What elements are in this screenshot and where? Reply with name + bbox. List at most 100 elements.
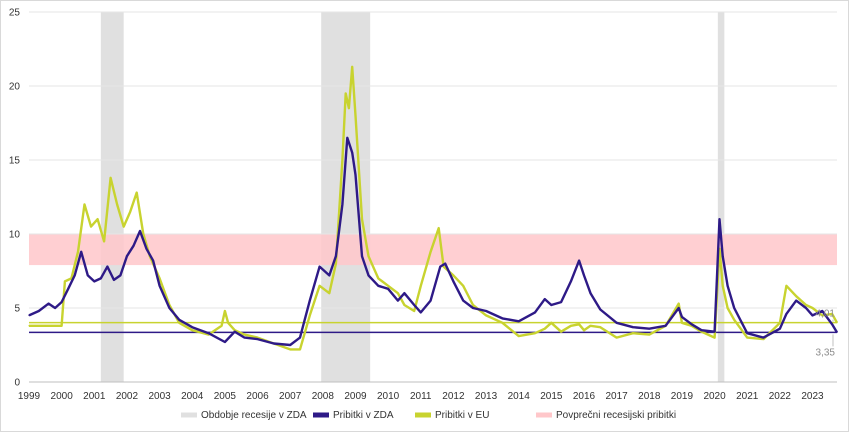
data-point <box>178 319 180 321</box>
data-point <box>61 325 63 327</box>
data-point <box>129 211 131 213</box>
data-point <box>47 302 50 305</box>
data-point <box>361 255 363 257</box>
data-point <box>700 329 703 331</box>
data-point <box>836 331 838 334</box>
data-point <box>221 325 223 327</box>
recession-period-1 <box>100 12 124 382</box>
data-point <box>142 233 144 235</box>
data-point <box>438 227 440 229</box>
data-point <box>599 308 601 311</box>
data-point <box>472 304 474 306</box>
data-point <box>224 310 226 312</box>
data-point <box>367 274 370 277</box>
data-point <box>224 341 226 343</box>
data-point <box>397 292 399 294</box>
data-point <box>811 307 814 309</box>
data-point <box>599 326 601 328</box>
data-point <box>80 251 82 253</box>
y-tick-label: 20 <box>9 82 21 93</box>
data-point <box>387 288 389 290</box>
data-point <box>544 298 546 300</box>
data-point <box>811 314 814 316</box>
data-point <box>354 115 357 117</box>
data-point <box>578 260 580 262</box>
data-point <box>110 177 112 179</box>
data-point <box>289 348 291 351</box>
x-tick-label: 2020 <box>703 391 726 402</box>
data-point <box>550 304 552 306</box>
data-point <box>583 274 585 277</box>
data-point <box>589 325 592 327</box>
data-point <box>821 310 823 312</box>
data-point <box>733 319 735 321</box>
x-tick-label: 2023 <box>801 391 824 402</box>
data-point <box>560 331 562 333</box>
data-point <box>113 279 115 281</box>
data-point <box>90 226 92 228</box>
data-point <box>821 314 823 316</box>
gridlines <box>29 11 837 309</box>
data-point <box>178 322 180 324</box>
x-tick-label: 2012 <box>442 391 465 402</box>
data-point <box>550 322 552 324</box>
data-point <box>28 314 30 316</box>
x-tick-label: 2000 <box>51 391 74 402</box>
data-point <box>70 277 73 279</box>
x-tick-label: 2007 <box>279 391 302 402</box>
data-point <box>443 265 445 268</box>
x-tick-label: 2018 <box>638 391 661 402</box>
data-point <box>501 317 503 319</box>
legend-swatch <box>415 412 431 418</box>
x-tick-label: 2015 <box>540 391 563 402</box>
data-point <box>713 331 716 333</box>
legend-label: Pribitki v EU <box>435 410 489 421</box>
data-point <box>328 292 330 294</box>
data-point <box>420 311 422 314</box>
data-point <box>158 285 161 287</box>
data-point <box>38 310 40 312</box>
data-point <box>485 314 487 316</box>
data-point <box>44 325 46 327</box>
legend-label: Pribitki v ZDA <box>333 410 394 421</box>
x-tick-label: 2008 <box>312 391 335 402</box>
x-tick-label: 2017 <box>606 391 629 402</box>
data-point <box>136 191 138 194</box>
data-point <box>403 304 406 306</box>
data-point <box>718 218 721 220</box>
data-point <box>387 285 389 287</box>
y-tick-label: 0 <box>14 378 20 389</box>
data-point <box>746 337 748 339</box>
data-point <box>795 300 797 302</box>
data-point <box>678 302 680 305</box>
series-line-us <box>28 136 839 347</box>
data-point <box>87 274 89 277</box>
y-tick-label: 25 <box>9 8 21 19</box>
data-point <box>805 307 807 309</box>
data-point <box>158 277 161 279</box>
data-point <box>795 295 797 297</box>
data-point <box>452 274 455 277</box>
data-point <box>299 348 301 351</box>
data-point <box>403 292 406 294</box>
data-point <box>665 325 667 327</box>
recession-period-2 <box>321 12 371 382</box>
x-tick-label: 2021 <box>736 391 759 402</box>
data-point <box>328 274 330 277</box>
data-point <box>256 338 259 340</box>
legend-swatch <box>536 412 552 418</box>
data-point <box>191 326 193 328</box>
data-point <box>805 304 807 306</box>
x-tick-label: 2004 <box>181 391 204 402</box>
x-tick-label: 1999 <box>18 391 41 402</box>
data-point <box>309 300 311 302</box>
x-tick-label: 2019 <box>671 391 694 402</box>
x-tick-label: 2009 <box>344 391 367 402</box>
data-point <box>727 285 729 287</box>
data-point <box>570 325 572 327</box>
data-point <box>318 265 321 268</box>
data-point <box>429 251 432 253</box>
x-tick-label: 2001 <box>83 391 106 402</box>
data-point <box>518 320 520 322</box>
